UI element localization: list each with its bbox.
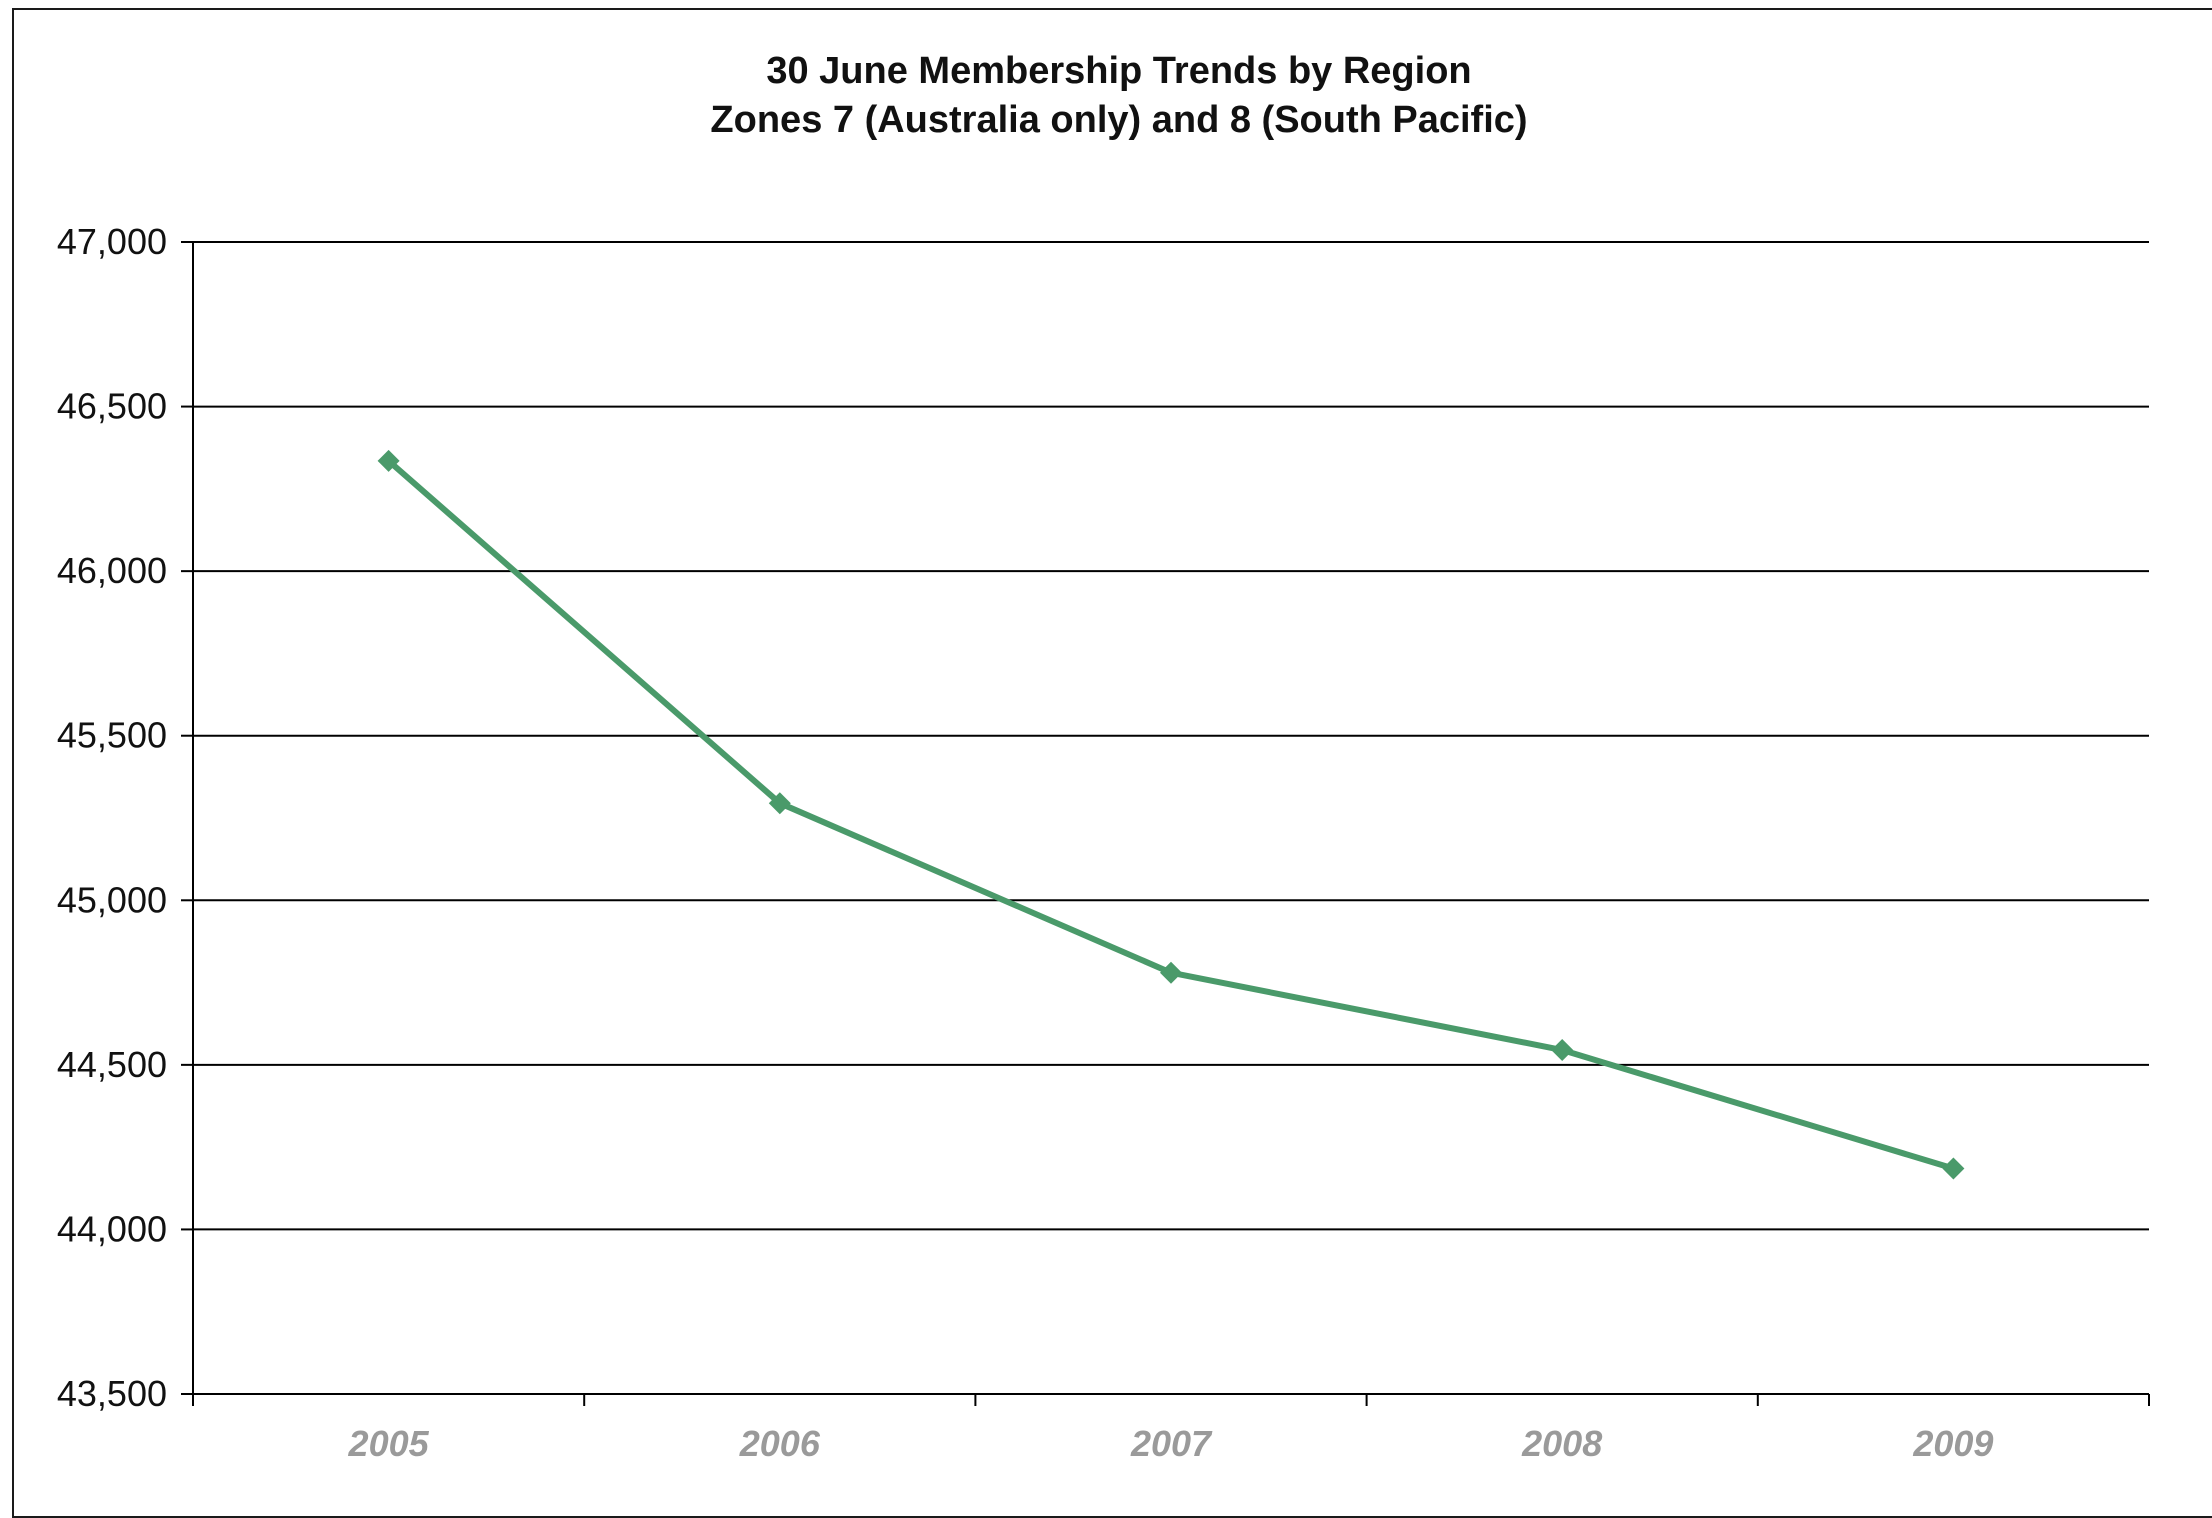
x-tick-label: 2007	[1130, 1423, 1213, 1464]
x-tick-label: 2009	[1912, 1423, 1993, 1464]
y-tick-label: 45,000	[57, 879, 167, 920]
data-point-marker	[768, 792, 791, 815]
series-layer	[377, 449, 1965, 1180]
y-tick-label: 44,500	[57, 1044, 167, 1085]
data-point-marker	[1160, 961, 1182, 984]
series-line	[385, 457, 1957, 1172]
data-point-marker	[1551, 1039, 1574, 1062]
data-point-marker	[1942, 1157, 1965, 1180]
y-tick-label: 47,000	[57, 221, 167, 262]
y-tick-label: 45,500	[57, 715, 167, 756]
x-tick-label: 2008	[1521, 1423, 1602, 1464]
chart-title: 30 June Membership Trends by Region	[766, 50, 1471, 92]
x-tick-label: 2005	[348, 1423, 430, 1464]
y-tick-label: 43,500	[57, 1373, 167, 1414]
y-tick-label: 46,000	[57, 550, 167, 591]
chart-subtitle: Zones 7 (Australia only) and 8 (South Pa…	[710, 99, 1527, 141]
gridlines	[193, 241, 2149, 1395]
y-tick-label: 46,500	[57, 386, 167, 427]
axes	[181, 241, 2150, 1406]
data-point-marker	[377, 449, 400, 472]
y-tick-label: 44,000	[57, 1208, 167, 1249]
tick-labels: 43,500 44,000 44,500 45,000 45,500 46,000 46,5…	[57, 221, 1994, 1464]
x-tick-label: 2006	[739, 1423, 821, 1464]
